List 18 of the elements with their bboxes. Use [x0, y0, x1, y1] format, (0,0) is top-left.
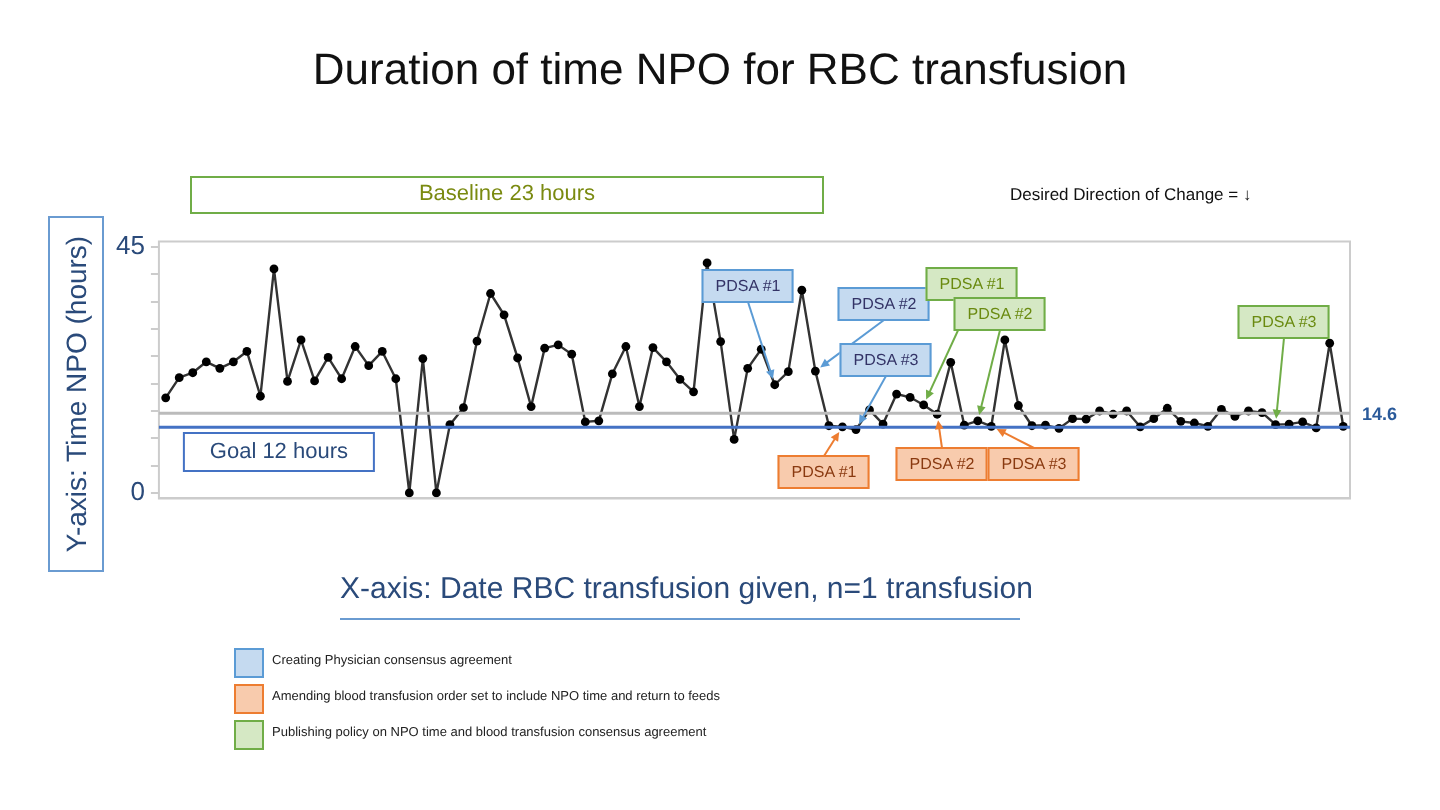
y-tick-label: 0: [130, 476, 145, 507]
ref-line-label: Goal 12 hours: [183, 431, 375, 472]
annotation: PDSA #2: [953, 297, 1047, 331]
annotation: PDSA #1: [925, 267, 1019, 301]
annotation: PDSA #3: [839, 343, 933, 377]
y-axis-title: Y-axis: Time NPO (hours): [60, 235, 92, 553]
annotation: PDSA #2: [895, 447, 989, 481]
chart-title: Duration of time NPO for RBC transfusion: [310, 44, 1130, 96]
annotation: PDSA #3: [987, 447, 1081, 481]
annotation: PDSA #1: [777, 455, 871, 489]
annotation: PDSA #2: [837, 287, 931, 321]
text: Baseline 23 hours: [190, 176, 824, 214]
x-axis-title: X-axis: Date RBC transfusion given, n=1 transfusion: [340, 570, 1033, 610]
ref-line-label: 14.6: [1362, 403, 1398, 424]
annotation: PDSA #3: [1237, 305, 1331, 339]
text: Desired Direction of Change = ↓: [1010, 184, 1252, 204]
annotation: PDSA #1: [701, 269, 795, 303]
y-tick-label: 45: [115, 230, 145, 261]
